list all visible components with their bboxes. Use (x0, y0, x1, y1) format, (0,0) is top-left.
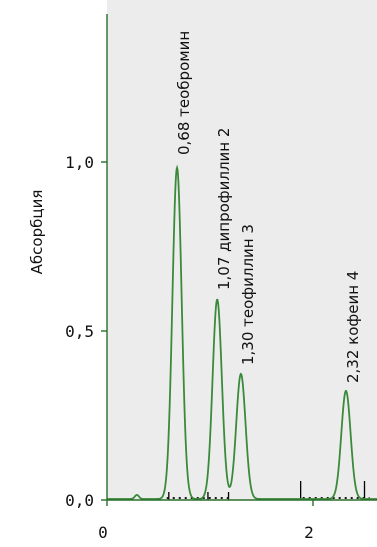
y-tick-label: 0,5 (65, 322, 94, 341)
peak-label: 0,68 теобромин (175, 31, 193, 155)
peak-labels: 0,68 теобромин 1,07 дипрофиллин 2 1,30 тео… (175, 31, 362, 383)
y-axis-label: Абсорбция (28, 190, 46, 275)
peak-label: 2,32 кофеин 4 (344, 271, 362, 383)
y-tick-label: 0,0 (65, 491, 94, 510)
peak-label: 1,30 теофиллин 3 (239, 224, 257, 365)
chromatogram-trace (107, 164, 377, 500)
axis-ticks: 0,0 0,5 1,0 0 2 (65, 153, 314, 542)
x-tick-label: 0 (98, 523, 108, 542)
integration-marks (168, 481, 366, 500)
peak-label: 1,07 дипрофиллин 2 (215, 128, 233, 290)
plot-background (107, 0, 377, 500)
y-tick-label: 1,0 (65, 153, 94, 172)
x-tick-label: 2 (304, 523, 314, 542)
